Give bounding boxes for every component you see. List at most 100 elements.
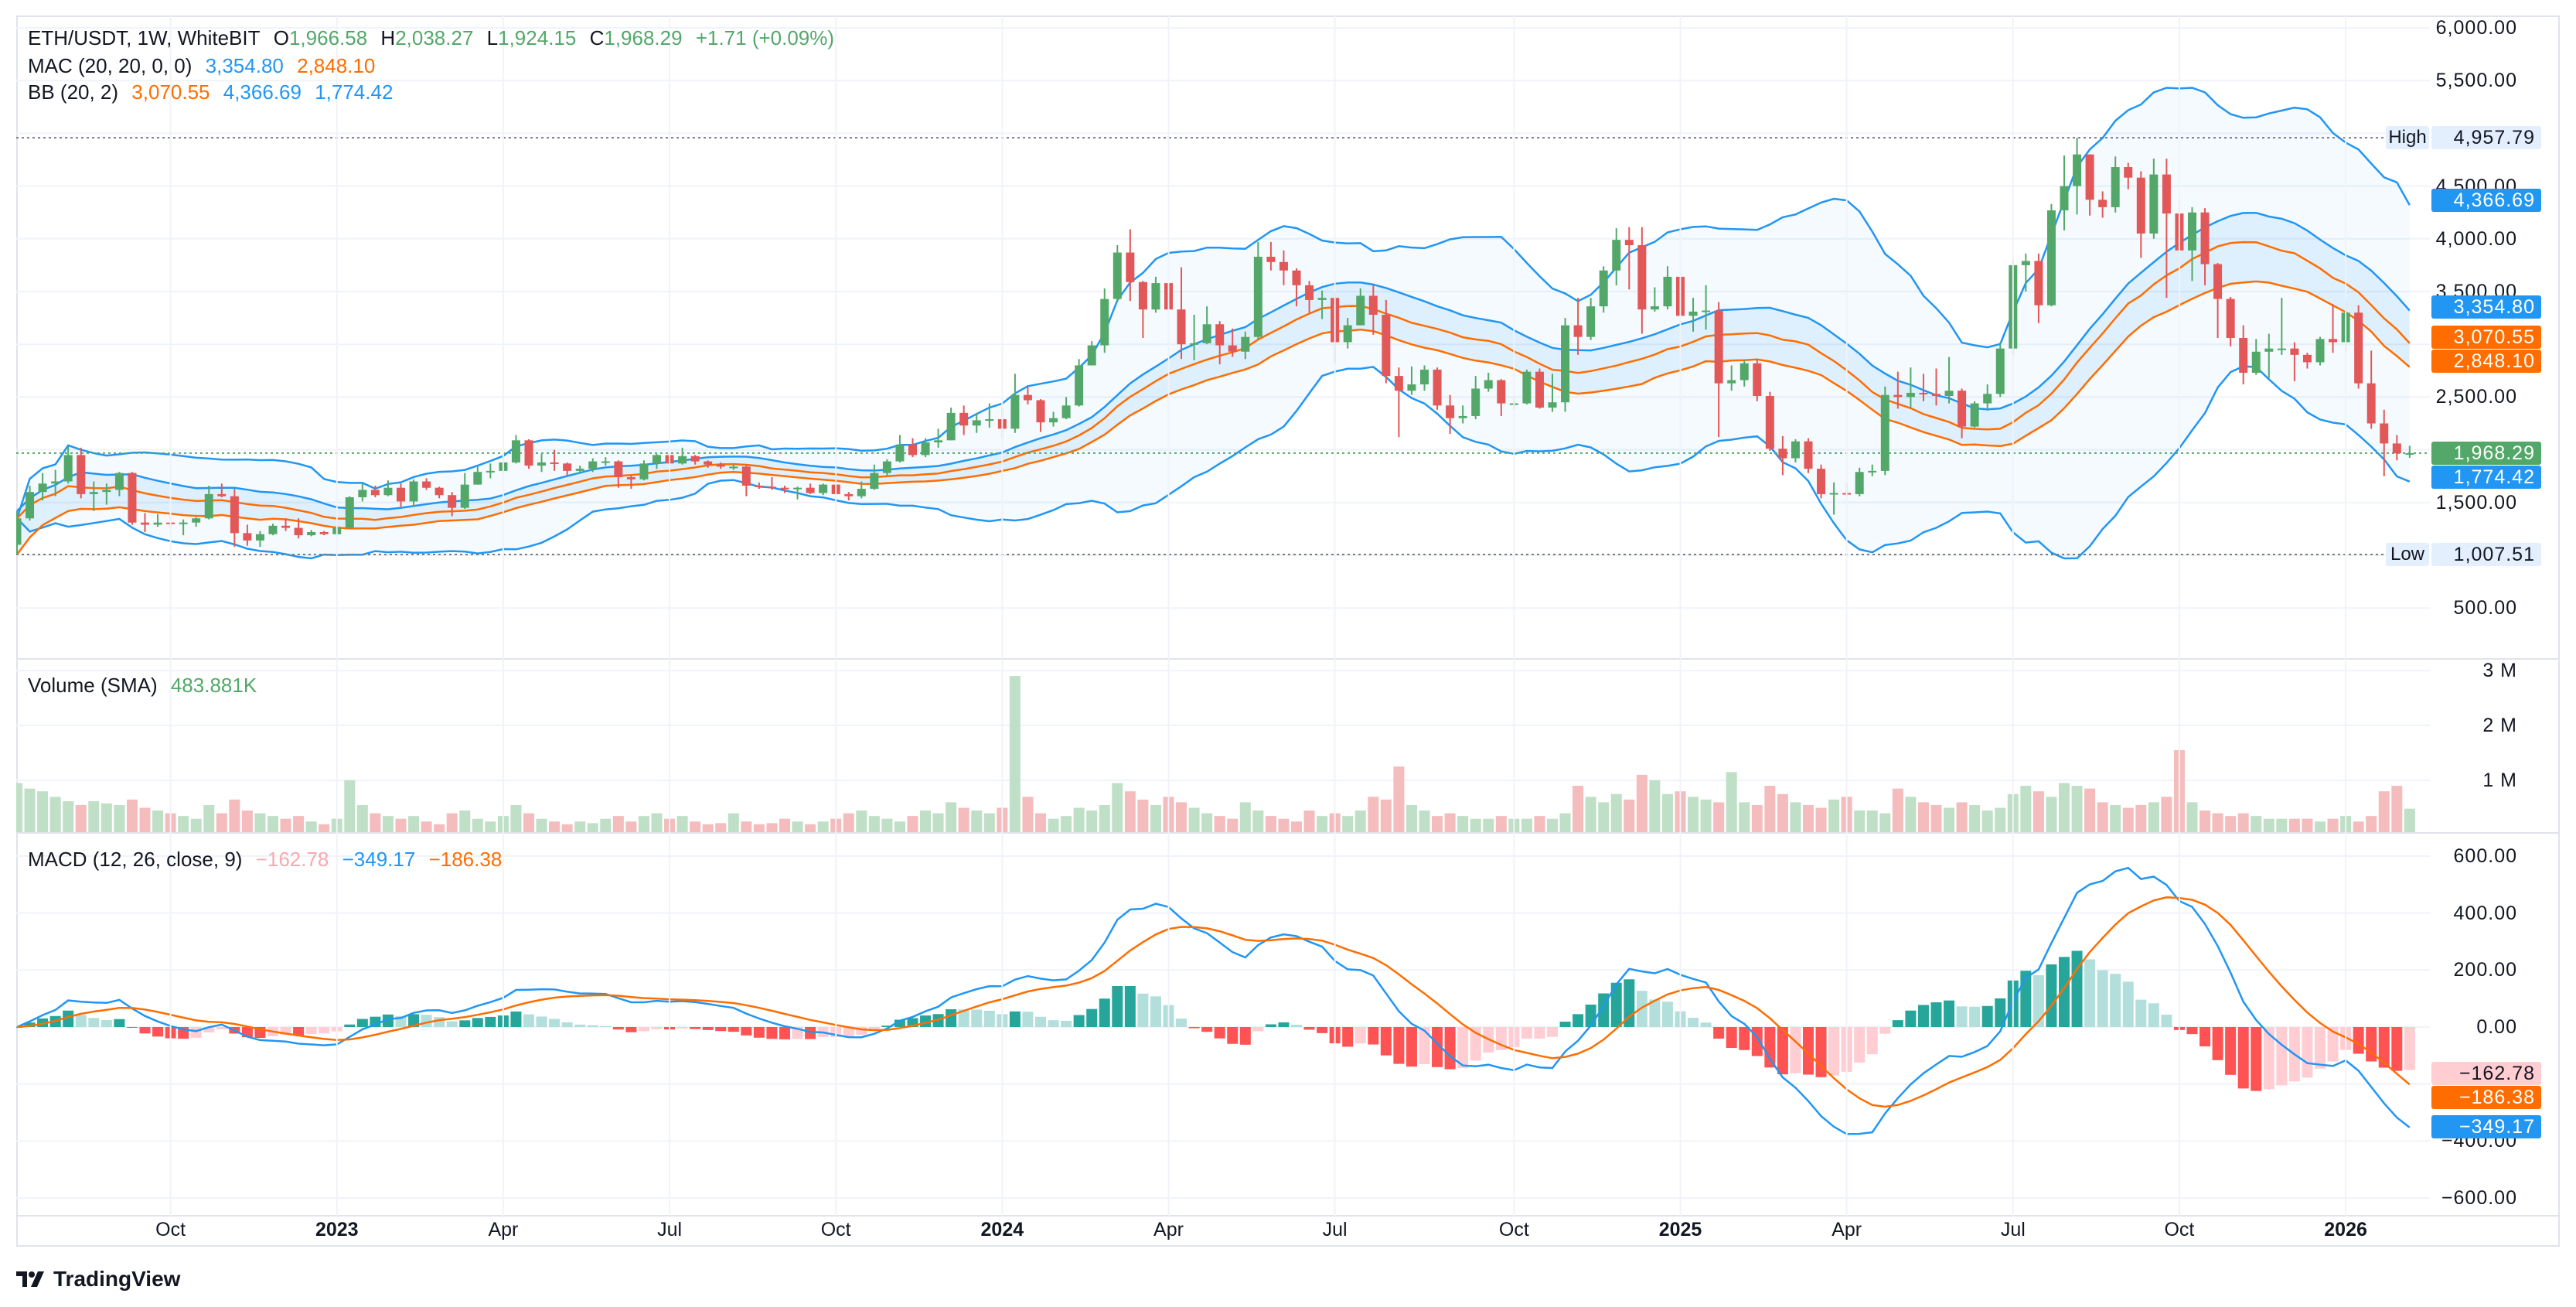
candle-body: [704, 461, 713, 465]
volume-bar: [1470, 818, 1481, 833]
candle-body: [882, 461, 891, 473]
symbol-label[interactable]: ETH/USDT, 1W, WhiteBIT: [28, 26, 261, 49]
tradingview-logo[interactable]: TradingView: [16, 1267, 180, 1292]
macd-histogram-bar: [1188, 1027, 1200, 1029]
volume-bar: [1112, 783, 1123, 833]
candle-body: [2239, 338, 2248, 374]
macd-histogram-bar: [2378, 1027, 2390, 1068]
candle-body: [448, 495, 457, 508]
candle-body: [192, 518, 201, 523]
volume-bar: [1547, 818, 1558, 833]
candle-body: [1061, 405, 1071, 418]
volume-bar: [382, 816, 394, 833]
volume-axis-label: 3 M: [2482, 660, 2517, 681]
macd-histogram-bar: [536, 1016, 547, 1027]
macd-histogram-bar: [1585, 1004, 1596, 1027]
macd-histogram-bar: [1444, 1027, 1456, 1070]
macd-histogram-bar: [2199, 1027, 2211, 1046]
macd-histogram-bar: [2391, 1027, 2403, 1071]
candle-body: [1087, 345, 1096, 366]
candle-body: [1970, 403, 1979, 427]
candle-body: [422, 481, 431, 488]
volume-bar: [1892, 788, 1903, 833]
volume-bar: [2020, 786, 2032, 833]
candle-body: [1958, 391, 1967, 427]
volume-legend[interactable]: Volume (SMA) 483.881K: [28, 674, 264, 697]
macd-histogram-bar: [1649, 999, 1661, 1027]
candle-body: [2188, 212, 2196, 251]
volume-bar: [587, 823, 598, 833]
macd-histogram-bar: [805, 1027, 816, 1039]
macd-histogram-bar: [1610, 982, 1622, 1027]
candle-body: [755, 485, 764, 487]
macd-histogram-bar: [75, 1015, 87, 1027]
volume-bar: [1239, 802, 1251, 833]
macd-histogram-bar: [1866, 1027, 1878, 1055]
bb-legend[interactable]: BB (20, 2) 3,070.55 4,366.69 1,774.42: [28, 80, 400, 104]
macd-histogram-bar: [1265, 1024, 1276, 1027]
macd-histogram-bar: [434, 1017, 445, 1027]
volume-bar: [727, 813, 739, 833]
macd-legend[interactable]: MACD (12, 26, close, 9) −162.78 −349.17 …: [28, 848, 509, 871]
candle-body: [153, 522, 162, 525]
close-value: 1,968.29: [604, 26, 683, 49]
bb-upper-value: 4,366.69: [223, 80, 302, 104]
candle-body: [128, 473, 137, 523]
candle-body: [1126, 252, 1135, 282]
volume-bar: [472, 818, 483, 833]
candle-body: [26, 492, 35, 519]
macd-histogram-bar: [1035, 1016, 1046, 1027]
macd-signal-value: −186.38: [428, 848, 503, 871]
volume-bar: [434, 824, 445, 833]
volume-bar: [2353, 821, 2364, 833]
candle-body: [409, 481, 418, 502]
candle-body: [2111, 167, 2120, 207]
macd-histogram-bar: [741, 1027, 752, 1036]
candle-body: [1944, 391, 1954, 397]
candle-body: [857, 489, 866, 497]
macd-histogram-bar: [651, 1027, 663, 1029]
mac-legend[interactable]: MAC (20, 20, 0, 0) 3,354.80 2,848.10: [28, 54, 383, 77]
volume-bar: [2046, 797, 2057, 833]
candle-body: [1010, 394, 1020, 429]
macd-histogram-bar: [2276, 1027, 2288, 1086]
macd-histogram-bar: [344, 1024, 356, 1027]
macd-histogram-bar: [203, 1027, 215, 1033]
candle-body: [319, 531, 329, 534]
volume-bar: [1214, 816, 1225, 833]
macd-signal-line: [16, 896, 2411, 1108]
candle-body: [2213, 264, 2223, 299]
macd-histogram-bar: [881, 1025, 893, 1027]
volume-bar: [1815, 807, 1827, 833]
volume-bar: [1790, 802, 1801, 833]
volume-bar: [1624, 799, 1635, 833]
macd-histogram-bar: [1917, 1005, 1929, 1027]
candle-body: [1522, 371, 1532, 404]
macd-histogram-bar: [190, 1027, 202, 1038]
candle-body: [819, 484, 828, 493]
open-label: O: [273, 26, 289, 49]
volume-bar: [1726, 772, 1737, 833]
chart-frame: [16, 15, 2560, 1247]
volume-bar: [1521, 818, 1532, 833]
volume-bar: [2302, 818, 2313, 833]
volume-bar: [1393, 766, 1405, 833]
tradingview-logo-icon: [16, 1271, 44, 1287]
volume-bar: [753, 824, 765, 833]
volume-bar: [1483, 818, 1494, 833]
volume-bar: [2199, 810, 2211, 833]
macd-histogram-bar: [1751, 1027, 1763, 1056]
volume-bar: [805, 824, 816, 833]
macd-histogram-bar: [907, 1018, 918, 1027]
candle-body: [1919, 392, 1928, 394]
volume-bar: [1866, 810, 1878, 833]
volume-bar: [676, 816, 688, 833]
volume-bar: [1713, 802, 1725, 833]
volume-bar: [1150, 804, 1161, 833]
mac-upper-line: [16, 211, 2411, 512]
macd-histogram-bar: [446, 1021, 458, 1027]
candle-body: [1317, 298, 1327, 300]
price-axis-label: 500.00: [2453, 597, 2517, 619]
candle-body: [2277, 348, 2286, 350]
